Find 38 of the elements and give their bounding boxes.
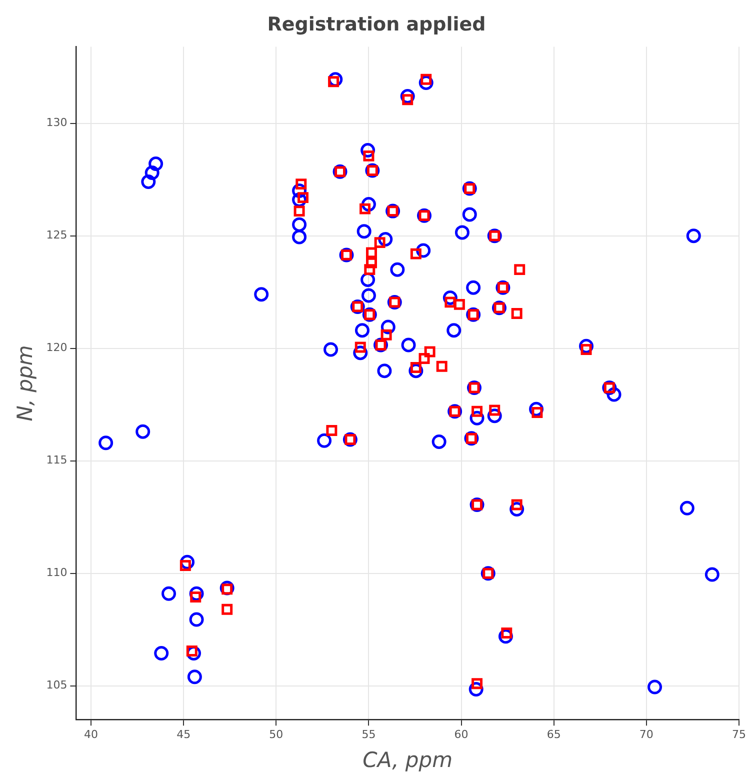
x-tick-label: 45 bbox=[176, 728, 191, 742]
point bbox=[366, 247, 377, 258]
point bbox=[424, 346, 436, 358]
point bbox=[366, 257, 377, 268]
x-axis-title: CA, ppm bbox=[362, 748, 453, 772]
y-tick-label: 125 bbox=[46, 228, 68, 242]
y-tick-label: 105 bbox=[46, 678, 68, 692]
point bbox=[186, 645, 198, 656]
x-tick-label: 75 bbox=[732, 728, 746, 742]
point bbox=[454, 298, 465, 310]
point bbox=[472, 406, 483, 417]
point bbox=[410, 248, 422, 260]
point bbox=[580, 344, 592, 355]
point bbox=[222, 604, 233, 615]
y-tick-label: 130 bbox=[46, 116, 68, 130]
point bbox=[298, 192, 308, 204]
point bbox=[511, 308, 522, 319]
x-tick-label: 55 bbox=[362, 728, 376, 742]
point bbox=[360, 203, 371, 214]
point bbox=[380, 329, 392, 340]
y-axis-title: N, ppm bbox=[13, 345, 38, 422]
point bbox=[514, 264, 526, 276]
point bbox=[326, 424, 338, 436]
x-tick-label: 50 bbox=[269, 728, 284, 742]
y-tick-label: 120 bbox=[46, 341, 68, 354]
x-tick-label: 70 bbox=[639, 728, 654, 742]
x-tick-label: 40 bbox=[84, 728, 98, 742]
point bbox=[294, 206, 305, 217]
y-tick-label: 115 bbox=[46, 454, 68, 467]
point bbox=[296, 178, 307, 190]
point bbox=[436, 360, 448, 372]
x-tick-label: 65 bbox=[546, 728, 561, 742]
y-tick-label: 110 bbox=[46, 566, 68, 580]
point bbox=[418, 352, 430, 364]
chart-title: Registration applied bbox=[267, 13, 486, 36]
point bbox=[364, 264, 376, 276]
point bbox=[532, 406, 543, 418]
x-tick-label: 60 bbox=[454, 728, 468, 742]
